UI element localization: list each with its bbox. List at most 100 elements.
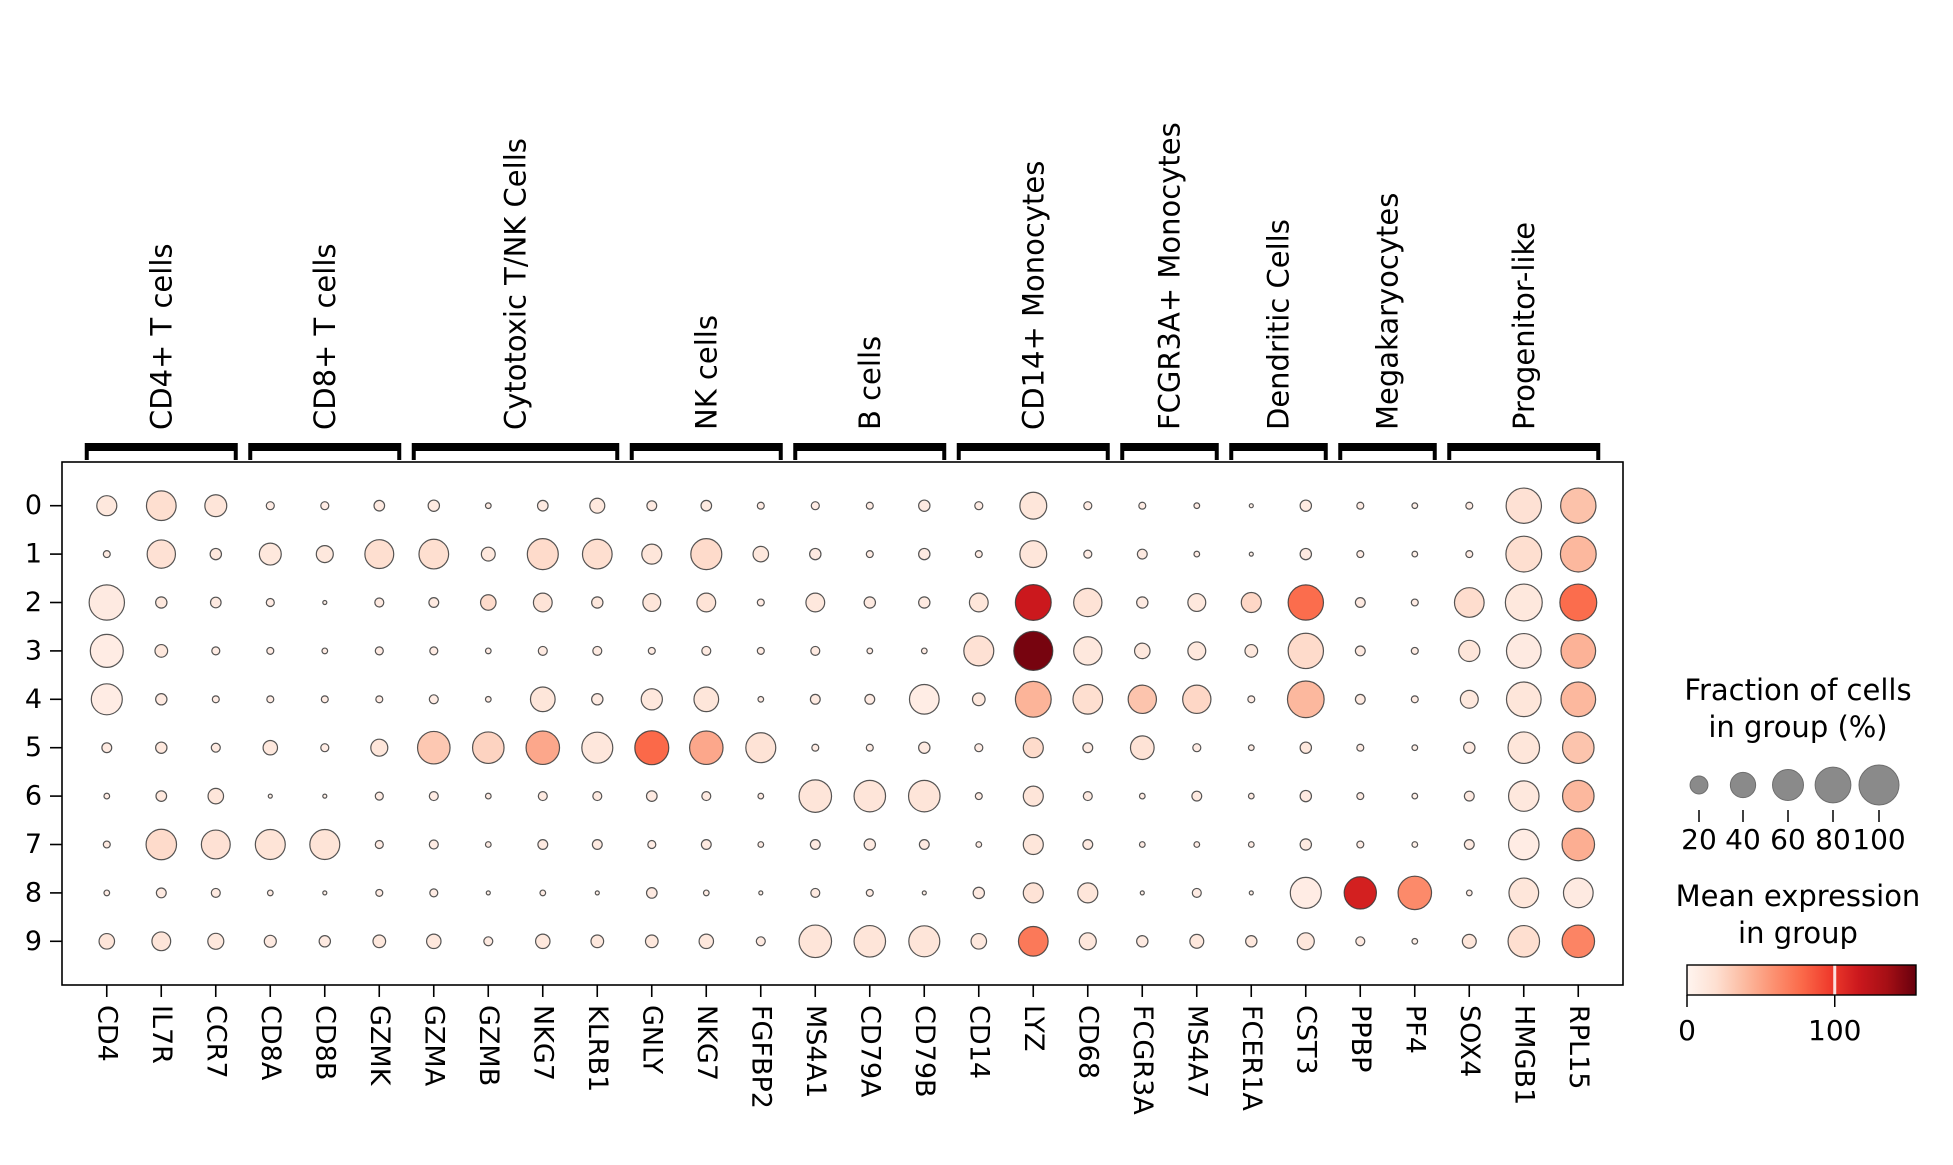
gene-label: GZMB	[473, 1005, 504, 1086]
group-bracket-bar	[793, 443, 947, 451]
expression-dot	[1191, 887, 1202, 898]
size-legend-value: 80	[1815, 823, 1851, 856]
expression-dot	[1193, 502, 1201, 510]
group-bracket-end	[1120, 451, 1125, 460]
expression-dot	[1410, 646, 1419, 655]
group-bracket-end	[1214, 451, 1219, 460]
expression-dot	[1247, 792, 1255, 800]
expression-dot	[809, 693, 821, 705]
group-bracket-bar	[411, 443, 620, 451]
expression-dot	[155, 887, 167, 899]
expression-dot	[320, 501, 330, 511]
expression-dot	[1187, 592, 1207, 613]
expression-dot	[146, 539, 177, 569]
plot-area-border	[61, 461, 1624, 986]
expression-dot	[1299, 741, 1313, 754]
expression-dot	[974, 501, 984, 511]
expression-dot	[971, 692, 986, 707]
expression-dot	[1083, 501, 1093, 511]
expression-dot	[374, 839, 384, 850]
expression-dot	[1139, 890, 1145, 896]
expression-dot	[418, 538, 450, 570]
expression-dot	[918, 596, 931, 609]
expression-dot	[645, 887, 658, 899]
expression-dot	[211, 695, 220, 704]
size-legend-dot	[1814, 766, 1852, 804]
expression-dot	[102, 550, 111, 559]
gene-label: SOX4	[1454, 1005, 1485, 1077]
expression-dot	[529, 686, 556, 713]
expression-dot	[1410, 598, 1419, 607]
cluster-label: 1	[25, 539, 42, 570]
expression-dot	[755, 936, 766, 947]
expression-dot	[88, 584, 126, 621]
expression-dot	[809, 547, 822, 561]
expression-dot	[1356, 743, 1365, 752]
group-label: Dendritic Cells	[1262, 219, 1296, 430]
expression-dot	[534, 933, 551, 950]
expression-dot	[1247, 695, 1256, 704]
expression-dot	[745, 732, 777, 764]
gene-axis: CD4 IL7R CCR7 CD8A CD8B GZMK GZMA GZMB NKG7 KLRB1…	[91, 985, 1594, 1115]
expression-dot	[1508, 877, 1540, 909]
expression-dot	[90, 683, 123, 716]
colorbar-border	[1686, 964, 1917, 996]
expression-dot	[908, 683, 940, 715]
group-label: B cells	[853, 336, 887, 430]
expression-dot	[1286, 680, 1325, 719]
expression-dot	[374, 646, 384, 656]
expression-dot	[1459, 689, 1479, 709]
expression-dot	[1559, 535, 1597, 573]
expression-dot	[1287, 632, 1325, 670]
cluster-label: 9	[25, 926, 42, 957]
expression-dot	[320, 695, 329, 704]
expression-dot	[757, 792, 765, 800]
expression-dot	[798, 779, 833, 813]
expression-dot	[145, 490, 177, 522]
expression-dot	[1014, 584, 1052, 621]
expression-dot	[590, 934, 605, 949]
expression-dot	[1191, 790, 1203, 802]
expression-dot	[1193, 550, 1201, 558]
expression-dot	[974, 550, 983, 559]
expression-dot	[145, 828, 178, 861]
expression-dot	[1022, 833, 1044, 856]
expression-dot	[1507, 780, 1540, 812]
group-label: Megakaryocytes	[1371, 193, 1405, 430]
expression-dot	[525, 730, 561, 766]
expression-dot	[1138, 841, 1146, 848]
expression-dot	[1343, 876, 1378, 910]
expression-dot	[209, 596, 222, 609]
cluster-label: 5	[25, 732, 42, 763]
colorbar-gradient	[1687, 965, 1916, 995]
expression-dot	[267, 793, 273, 799]
expression-dot	[647, 646, 656, 655]
group-label: CD8+ T cells	[308, 244, 342, 431]
expression-dot	[757, 695, 765, 703]
expression-dot	[1561, 924, 1596, 959]
expression-dot	[757, 841, 765, 848]
expression-dot	[103, 792, 111, 800]
expression-dot	[918, 499, 931, 512]
expression-dot	[428, 596, 440, 608]
dot-matrix	[88, 487, 1598, 959]
expression-dot	[1356, 550, 1365, 559]
gene-label: LYZ	[1018, 1005, 1049, 1051]
group-bracket-end	[615, 451, 620, 460]
gene-group-brackets	[84, 443, 1601, 460]
expression-dot	[1072, 683, 1104, 715]
expression-dot	[425, 933, 442, 950]
gene-label: CCR7	[200, 1005, 231, 1079]
expression-dot	[1013, 630, 1054, 671]
expression-dot	[1022, 882, 1044, 904]
gene-label: GNLY	[636, 1005, 667, 1075]
expression-dot	[1465, 889, 1473, 897]
group-label: CD14+ Monocytes	[1016, 161, 1050, 430]
gene-label: MS4A1	[800, 1005, 831, 1098]
expression-dot	[207, 932, 225, 950]
size-legend-value: 60	[1770, 823, 1806, 856]
gene-label: CD8B	[309, 1005, 340, 1080]
group-bracket-end	[1105, 451, 1110, 460]
size-legend-dots: 20 40 60 80 100	[1681, 764, 1906, 856]
